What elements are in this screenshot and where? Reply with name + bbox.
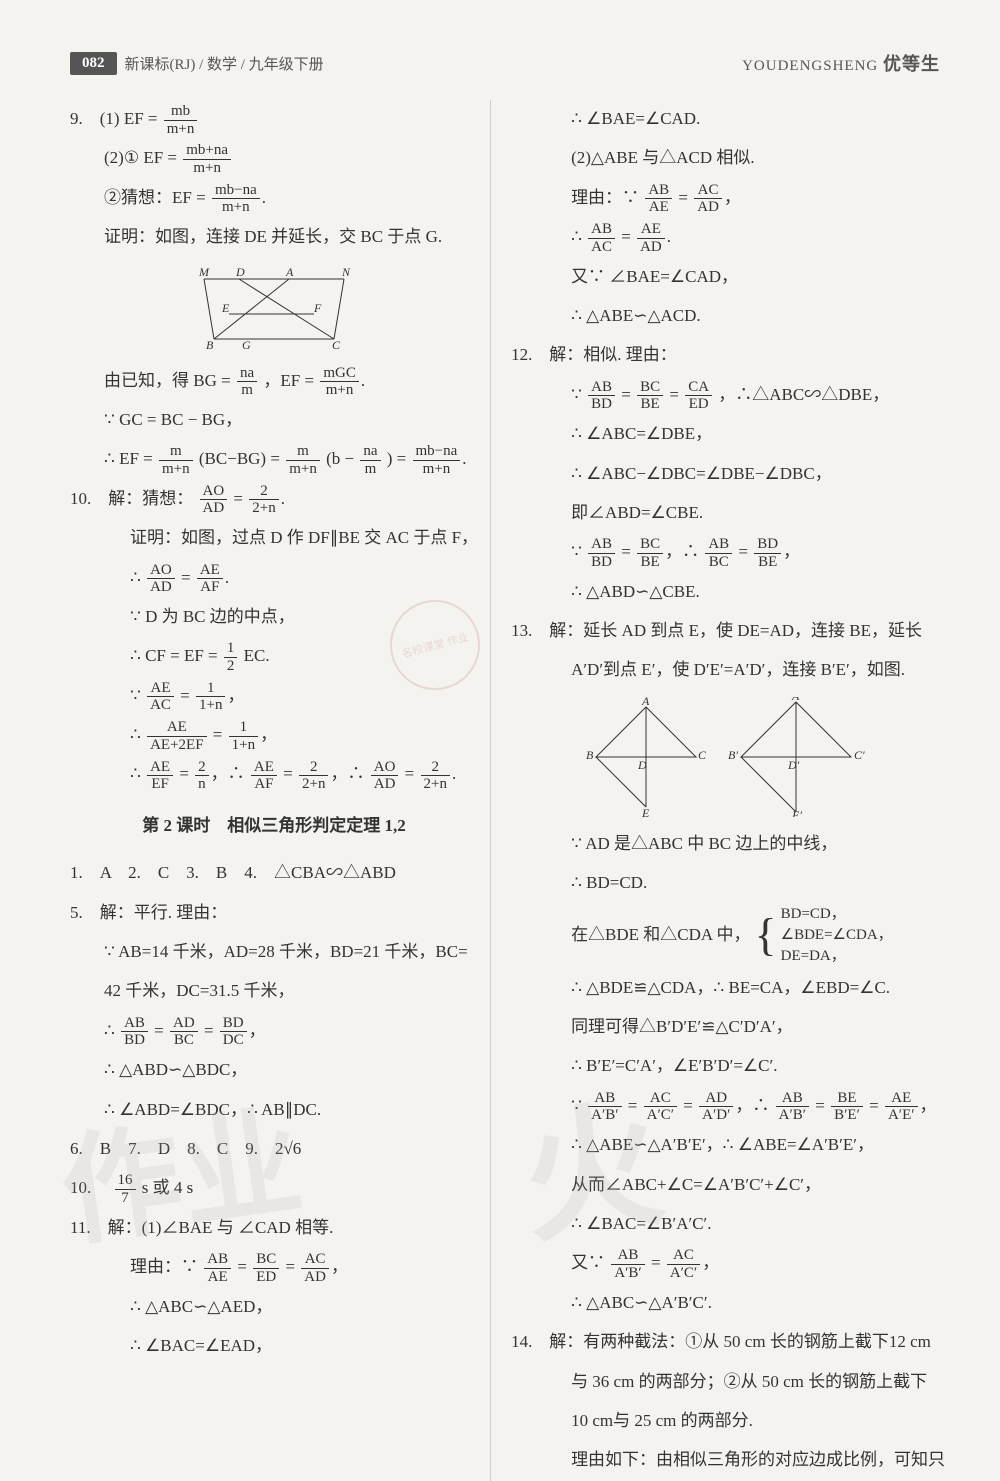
q13-l4: ∴ △BDE≌△CDA，∴ BE=CA，∠EBD=∠C. xyxy=(511,969,941,1006)
breadcrumb: 新课标(RJ) / 数学 / 九年级下册 xyxy=(125,53,324,74)
r2: (2)△ABE 与△ACD 相似. xyxy=(511,139,941,176)
svg-text:E′: E′ xyxy=(791,808,802,817)
r3: 理由：∵ ABAE = ACAD， xyxy=(511,179,941,216)
diagram-q13: A B D C E A′ B′ D′ C′ E′ xyxy=(576,697,876,817)
q12-l6: ∴ △ABD∽△CBE. xyxy=(511,573,941,610)
svg-text:C: C xyxy=(698,748,707,762)
q5-head: 5. 解：平行. 理由： xyxy=(70,894,478,931)
q13-l7: ∵ ABA′B′ = ACA′C′ = ADA′D′，∴ ABA′B′ = BE… xyxy=(511,1087,941,1124)
r1: ∴ ∠BAE=∠CAD. xyxy=(511,100,941,137)
q13-l8: ∴ △ABE∽△A′B′E′，∴ ∠ABE=∠A′B′E′， xyxy=(511,1126,941,1163)
q14-head: 14. 解：有两种截法：①从 50 cm 长的钢筋上截下12 cm xyxy=(511,1323,941,1360)
brace-icon: { xyxy=(755,919,777,951)
q9-gc: ∵ GC = BC − BG， xyxy=(70,401,478,438)
q13-l9: 从而∠ABC+∠C=∠A′B′C′+∠C′， xyxy=(511,1166,941,1203)
q12-l1: ∵ ABBD = BCBE = CAED ，∴△ABC∽△DBE， xyxy=(511,376,941,413)
r5: 又∵ ∠BAE=∠CAD， xyxy=(511,258,941,295)
q5-l5: ∴ ∠ABD=∠BDC，∴ AB∥DC. xyxy=(70,1091,478,1128)
q9-given: 由已知，得 BG = nam ，EF = mGCm+n. xyxy=(70,362,478,399)
q11-l1: 理由：∵ ABAE = BCED = ACAD， xyxy=(70,1248,478,1285)
q12-head: 12. 解：相似. 理由： xyxy=(511,336,941,373)
q12-l5: ∵ ABBD = BCBE，∴ ABBC = BDBE， xyxy=(511,533,941,570)
q10-l1: ∴ AOAD = AEAF. xyxy=(70,559,478,596)
svg-text:A′: A′ xyxy=(791,697,802,703)
q10-l5: ∴ AEAE+2EF = 11+n， xyxy=(70,716,478,753)
q10b: 10. 167 s 或 4 s xyxy=(70,1169,478,1206)
answer-row-2: 6. B 7. D 8. C 9. 2√6 xyxy=(70,1130,478,1167)
svg-text:N: N xyxy=(341,265,351,279)
svg-text:E: E xyxy=(221,301,230,315)
page-header: 082 新课标(RJ) / 数学 / 九年级下册 YOUDENGSHENG 优等… xyxy=(70,50,940,76)
q11-l3: ∴ ∠BAC=∠EAD， xyxy=(70,1327,478,1364)
q10-l6: ∴ AEEF = 2n，∴ AEAF = 22+n，∴ AOAD = 22+n. xyxy=(70,755,478,792)
right-column: ∴ ∠BAE=∠CAD. (2)△ABE 与△ACD 相似. 理由：∵ ABAE… xyxy=(511,100,941,1481)
q5-l4: ∴ △ABD∽△BDC， xyxy=(70,1051,478,1088)
q13-head2: A′D′到点 E′，使 D′E′=A′D′，连接 B′E′，如图. xyxy=(511,651,941,688)
brand-cn: 优等生 xyxy=(883,54,940,74)
svg-text:A: A xyxy=(285,265,294,279)
q13-l11: 又∵ ABA′B′ = ACA′C′， xyxy=(511,1244,941,1281)
q13-l3: 在△BDE 和△CDA 中， { BD=CD， ∠BDE=∠CDA， DE=DA… xyxy=(511,904,941,967)
q9-line2b: ②猜想：EF = mb−nam+n. xyxy=(70,179,478,216)
q9-proof-line: 证明：如图，连接 DE 并延长，交 BC 于点 G. xyxy=(70,218,478,255)
svg-text:M: M xyxy=(198,265,210,279)
left-column: 9. (1) EF = mbm+n (2)① EF = mb+nam+n ②猜想… xyxy=(70,100,491,1481)
q10-proof: 证明：如图，过点 D 作 DF∥BE 交 AC 于点 F， xyxy=(70,519,478,556)
q9-line2a: (2)① EF = mb+nam+n xyxy=(70,139,478,176)
section-2-title: 第 2 课时 相似三角形判定定理 1,2 xyxy=(70,807,478,844)
svg-text:D: D xyxy=(637,758,647,772)
q5-l2: 42 千米，DC=31.5 千米， xyxy=(70,972,478,1009)
q12-l4: 即∠ABD=∠CBE. xyxy=(511,494,941,531)
content-columns: 9. (1) EF = mbm+n (2)① EF = mb+nam+n ②猜想… xyxy=(70,100,940,1481)
q13-l1: ∵ AD 是△ABC 中 BC 边上的中线， xyxy=(511,825,941,862)
svg-text:A: A xyxy=(641,697,650,708)
q9-therefore: ∴ EF = mm+n (BC−BG) = mm+n (b − nam ) = … xyxy=(70,440,478,477)
header-left: 082 新课标(RJ) / 数学 / 九年级下册 xyxy=(70,52,324,75)
q12-l2: ∴ ∠ABC=∠DBE， xyxy=(511,415,941,452)
q13-l12: ∴ △ABC∽△A′B′C′. xyxy=(511,1284,941,1321)
header-right: YOUDENGSHENG 优等生 xyxy=(742,50,940,76)
svg-text:B′: B′ xyxy=(728,748,738,762)
svg-text:B: B xyxy=(586,748,594,762)
r6: ∴ △ABE∽△ACD. xyxy=(511,297,941,334)
q13-head: 13. 解：延长 AD 到点 E，使 DE=AD，连接 BE，延长 xyxy=(511,612,941,649)
q13-l2: ∴ BD=CD. xyxy=(511,864,941,901)
svg-text:D: D xyxy=(235,265,245,279)
svg-text:F: F xyxy=(313,301,322,315)
q5-l1: ∵ AB=14 千米，AD=28 千米，BD=21 千米，BC= xyxy=(70,933,478,970)
svg-text:C: C xyxy=(332,338,341,352)
svg-text:G: G xyxy=(242,338,251,352)
answer-row-1: 1. A 2. C 3. B 4. △CBA∽△ABD xyxy=(70,854,478,891)
brand-pinyin: YOUDENGSHENG xyxy=(742,58,878,74)
q14-l1: 与 36 cm 的两部分；②从 50 cm 长的钢筋上截下 xyxy=(511,1363,941,1400)
svg-text:E: E xyxy=(641,806,650,817)
q14-l3: 理由如下：由相似三角形的对应边成比例，可知只 xyxy=(511,1441,941,1478)
r4: ∴ ABAC = AEAD. xyxy=(511,218,941,255)
q13-l6: ∴ B′E′=C′A′，∠E′B′D′=∠C′. xyxy=(511,1047,941,1084)
q13-l5: 同理可得△B′D′E′≌△C′D′A′， xyxy=(511,1008,941,1045)
q11-head: 11. 解：(1)∠BAE 与 ∠CAD 相等. xyxy=(70,1209,478,1246)
fraction: mbm+n xyxy=(164,103,198,137)
svg-text:B: B xyxy=(206,338,214,352)
q11-l2: ∴ △ABC∽△AED， xyxy=(70,1288,478,1325)
q5-l3: ∴ ABBD = ADBC = BDDC， xyxy=(70,1012,478,1049)
svg-text:C′: C′ xyxy=(854,748,865,762)
q10-guess: 10. 解：猜想： AOAD = 22+n. xyxy=(70,480,478,517)
q13-l10: ∴ ∠BAC=∠B′A′C′. xyxy=(511,1205,941,1242)
svg-text:D′: D′ xyxy=(787,758,800,772)
q14-l2: 10 cm与 25 cm 的两部分. xyxy=(511,1402,941,1439)
q12-l3: ∴ ∠ABC−∠DBC=∠DBE−∠DBC， xyxy=(511,455,941,492)
q9-line1: 9. (1) EF = mbm+n xyxy=(70,100,478,137)
diagram-q9: M D A N E F B G C xyxy=(184,264,364,354)
page-number-badge: 082 xyxy=(70,52,117,75)
